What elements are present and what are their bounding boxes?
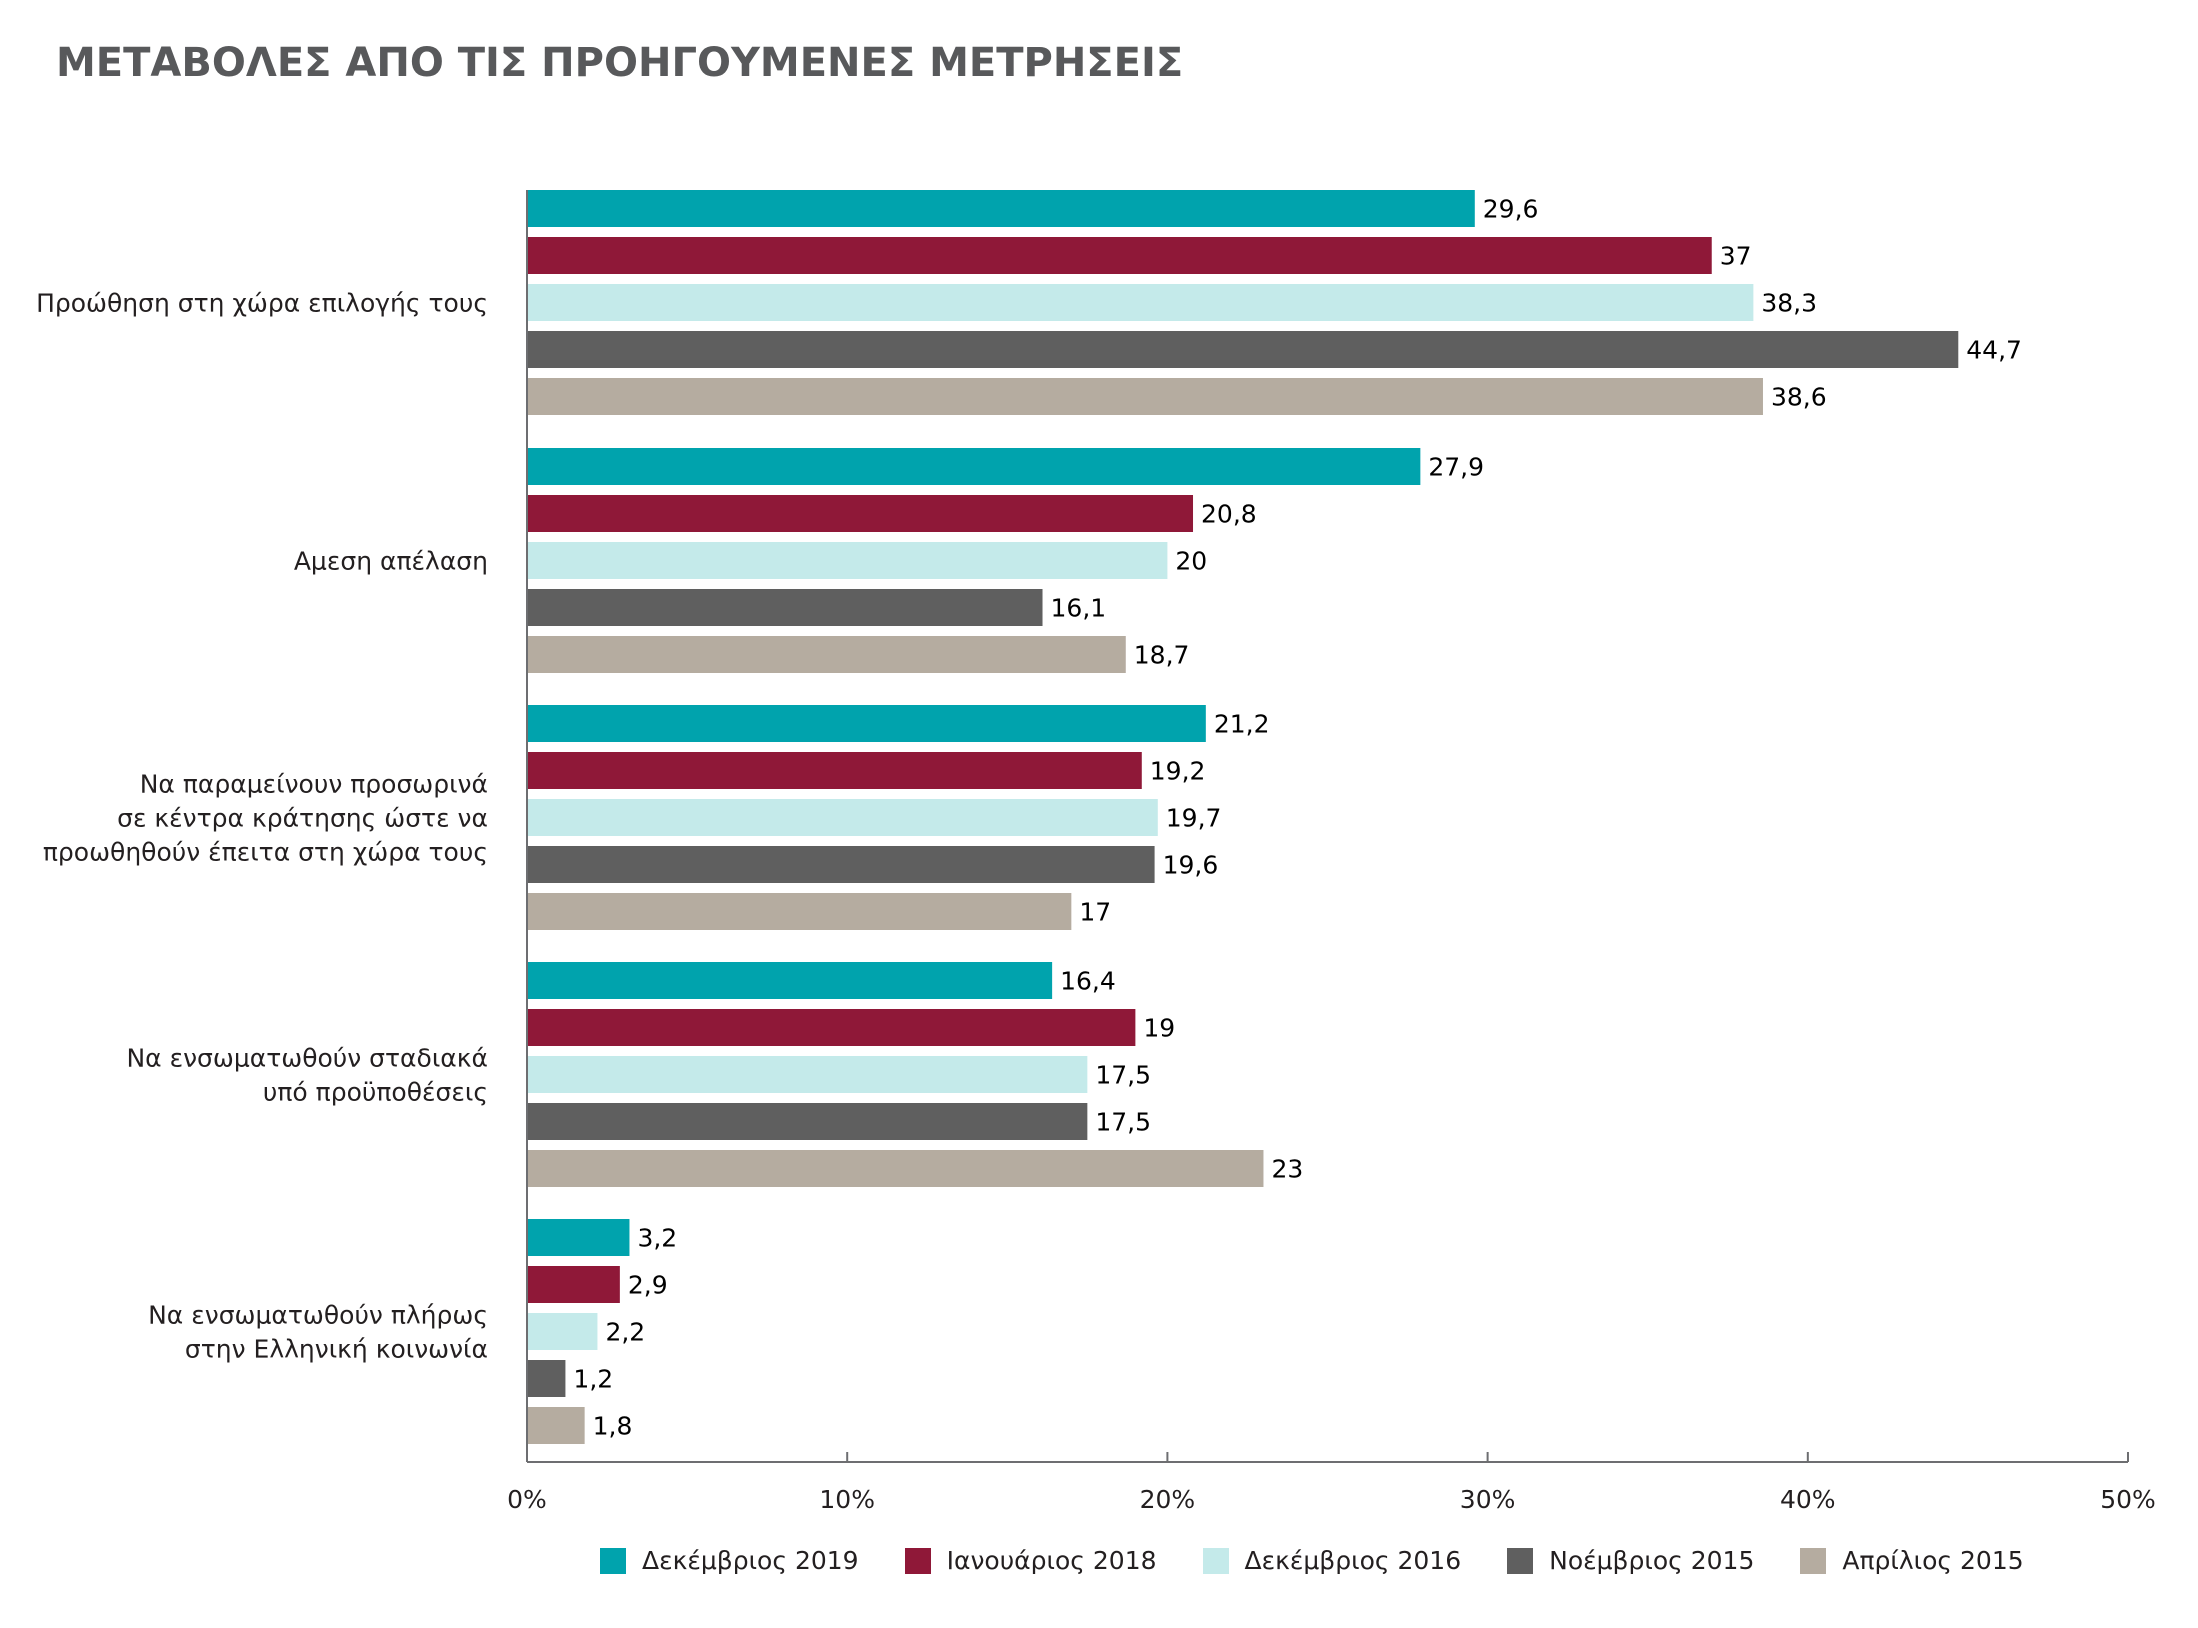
legend-item-2: Δεκέμβριος 2016	[1202, 1546, 1462, 1575]
legend-label-3: Νοέμβριος 2015	[1549, 1546, 1755, 1575]
bars-layer	[527, 190, 1959, 1444]
x-tick-label-2: 20%	[1140, 1485, 1196, 1514]
value-label-s0-c2: 21,2	[1214, 710, 1270, 739]
bar-s3-c0	[527, 331, 1959, 368]
category-label-0-0: Προώθηση στη χώρα επιλογής τους	[36, 289, 488, 318]
value-label-s1-c0: 37	[1720, 242, 1752, 271]
bar-s3-c2	[527, 846, 1155, 883]
value-label-s4-c0: 38,6	[1771, 383, 1827, 412]
value-label-s1-c3: 19	[1143, 1014, 1175, 1043]
bar-s0-c1	[527, 448, 1421, 485]
x-tick-label-1: 10%	[819, 1485, 875, 1514]
value-label-s2-c0: 38,3	[1761, 289, 1817, 318]
bar-s2-c1	[527, 542, 1168, 579]
legend-item-0: Δεκέμβριος 2019	[600, 1546, 859, 1575]
legend-label-2: Δεκέμβριος 2016	[1244, 1546, 1462, 1575]
legend: Δεκέμβριος 2019 Ιανουάριος 2018 Δεκέμβριος…	[600, 1546, 2070, 1575]
value-label-s3-c2: 19,6	[1163, 851, 1219, 880]
axes-layer: 0% 10% 20% 30% 40% 50%	[507, 190, 2156, 1514]
legend-swatch-2	[1202, 1547, 1229, 1574]
x-tick-label-3: 30%	[1460, 1485, 1516, 1514]
category-label-2-1: σε κέντρα κράτησης ώστε να	[117, 804, 488, 833]
legend-label-1: Ιανουάριος 2018	[946, 1546, 1157, 1575]
value-label-s3-c4: 1,2	[573, 1365, 613, 1394]
value-label-s0-c3: 16,4	[1060, 967, 1116, 996]
value-label-s2-c4: 2,2	[605, 1318, 645, 1347]
legend-label-4: Απρίλιος 2015	[1842, 1546, 2024, 1575]
x-tick-label-0: 0%	[507, 1485, 547, 1514]
bar-s0-c4	[527, 1219, 630, 1256]
value-label-s4-c2: 17	[1079, 898, 1111, 927]
category-label-1-0: Αμεση απέλαση	[294, 547, 488, 576]
category-label-2-0: Να παραμείνουν προσωρινά	[140, 770, 488, 799]
bar-s1-c0	[527, 237, 1712, 274]
value-label-s0-c0: 29,6	[1483, 195, 1539, 224]
bar-s3-c4	[527, 1360, 566, 1397]
value-label-s4-c1: 18,7	[1134, 641, 1190, 670]
value-label-s2-c2: 19,7	[1166, 804, 1222, 833]
labels-layer: 29,6 27,9 21,2 16,4 3,2 37 20,8 19,2 19 2,9 38,3 20…	[36, 195, 2022, 1441]
value-label-s3-c1: 16,1	[1051, 594, 1107, 623]
legend-item-1: Ιανουάριος 2018	[904, 1546, 1157, 1575]
x-tick-label-4: 40%	[1780, 1485, 1836, 1514]
bar-s0-c3	[527, 962, 1053, 999]
legend-swatch-3	[1507, 1547, 1534, 1574]
category-label-3-1: υπό προϋποθέσεις	[263, 1078, 488, 1107]
x-tick-label-5: 50%	[2100, 1485, 2156, 1514]
bar-s3-c1	[527, 589, 1043, 626]
category-label-4-1: στην Ελληνική κοινωνία	[185, 1335, 488, 1364]
bar-s4-c2	[527, 893, 1072, 930]
legend-item-4: Απρίλιος 2015	[1800, 1546, 2024, 1575]
bar-s4-c0	[527, 378, 1763, 415]
value-label-s2-c1: 20	[1175, 547, 1207, 576]
bar-s4-c4	[527, 1407, 585, 1444]
bar-s4-c1	[527, 636, 1126, 673]
legend-label-0: Δεκέμβριος 2019	[642, 1546, 859, 1575]
legend-swatch-0	[600, 1547, 626, 1574]
category-label-2-2: προωθηθούν έπειτα στη χώρα τους	[43, 838, 488, 867]
value-label-s4-c3: 23	[1271, 1155, 1303, 1184]
bar-s2-c2	[527, 799, 1158, 836]
value-label-s1-c2: 19,2	[1150, 757, 1206, 786]
value-label-s4-c4: 1,8	[593, 1412, 633, 1441]
value-label-s3-c0: 44,7	[1966, 336, 2022, 365]
bar-s1-c4	[527, 1266, 620, 1303]
bar-s1-c1	[527, 495, 1194, 532]
bar-s4-c3	[527, 1150, 1264, 1187]
value-label-s2-c3: 17,5	[1095, 1061, 1151, 1090]
bar-s0-c0	[527, 190, 1475, 227]
legend-item-3: Νοέμβριος 2015	[1507, 1546, 1754, 1575]
bar-s0-c2	[527, 705, 1206, 742]
value-label-s0-c1: 27,9	[1428, 453, 1484, 482]
bar-s1-c3	[527, 1009, 1136, 1046]
bar-s1-c2	[527, 752, 1142, 789]
category-label-4-0: Να ενσωματωθούν πλήρως	[148, 1301, 488, 1330]
bar-s2-c3	[527, 1056, 1088, 1093]
value-label-s1-c4: 2,9	[628, 1271, 668, 1300]
value-label-s0-c4: 3,2	[637, 1224, 677, 1253]
category-label-3-0: Να ενσωματωθούν σταδιακά	[126, 1044, 488, 1073]
legend-swatch-1	[904, 1547, 931, 1574]
value-label-s1-c1: 20,8	[1201, 500, 1257, 529]
legend-swatch-4	[1800, 1547, 1827, 1574]
bar-s2-c4	[527, 1313, 598, 1350]
chart-title: ΜΕΤΑΒΟΛΕΣ ΑΠΟ ΤΙΣ ΠΡΟΗΓΟΥΜΕΝΕΣ ΜΕΤΡΗΣΕΙΣ	[56, 40, 1184, 86]
bar-s2-c0	[527, 284, 1754, 321]
value-label-s3-c3: 17,5	[1095, 1108, 1151, 1137]
bar-s3-c3	[527, 1103, 1088, 1140]
